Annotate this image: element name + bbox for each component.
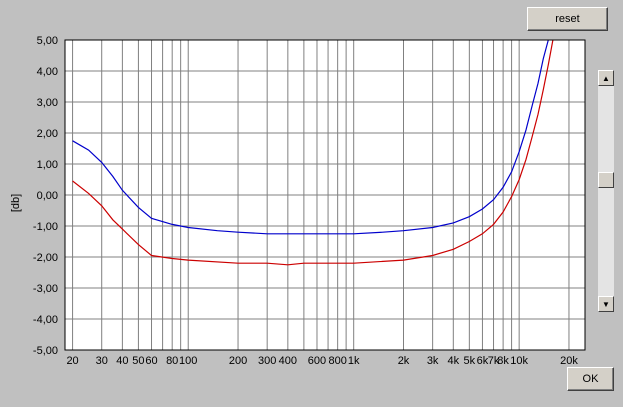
x-tick-label: 800 bbox=[328, 355, 346, 367]
chart-series bbox=[72, 39, 554, 266]
ok-button[interactable]: OK bbox=[567, 367, 614, 391]
x-tick-label: 2k bbox=[398, 355, 410, 367]
reset-button[interactable]: reset bbox=[527, 7, 608, 31]
y-tick-label: 2,00 bbox=[37, 128, 58, 140]
series-line-1 bbox=[72, 39, 554, 266]
y-tick-label: -1,00 bbox=[33, 221, 58, 233]
x-tick-label: 200 bbox=[229, 355, 247, 367]
x-tick-label: 8k bbox=[497, 355, 509, 367]
x-tick-label: 7k bbox=[488, 355, 500, 367]
series-line-0 bbox=[72, 39, 549, 235]
scroll-thumb[interactable] bbox=[598, 172, 614, 188]
x-tick-label: 3k bbox=[427, 355, 439, 367]
x-tick-label: 40 bbox=[116, 355, 128, 367]
y-tick-label: -4,00 bbox=[33, 314, 58, 326]
x-tick-label: 20 bbox=[66, 355, 78, 367]
x-tick-label: 20k bbox=[560, 355, 578, 367]
frequency-response-chart: 5,00 4,00 3,00 2,00 1,00 0,00 -1,00 -2,00 -3,00 -… bbox=[10, 35, 586, 367]
x-axis-tick-labels: 20 30 40 50 60 80 100 200 300 400 600 800 1k 2k 3k 4k 5k… bbox=[66, 355, 578, 367]
plot-border bbox=[64, 39, 586, 351]
x-tick-label: 60 bbox=[145, 355, 157, 367]
y-tick-label: 4,00 bbox=[37, 66, 58, 78]
x-tick-label: 4k bbox=[447, 355, 459, 367]
x-tick-label: 1k bbox=[348, 355, 360, 367]
y-axis-tick-labels: 5,00 4,00 3,00 2,00 1,00 0,00 -1,00 -2,00 -3,00 -… bbox=[33, 35, 58, 357]
y-tick-label: 5,00 bbox=[37, 35, 58, 47]
y-tick-label: -3,00 bbox=[33, 283, 58, 295]
y-tick-label: -2,00 bbox=[33, 252, 58, 264]
x-tick-label: 6k bbox=[477, 355, 489, 367]
y-tick-label: 1,00 bbox=[37, 159, 58, 171]
scroll-up-arrow-icon[interactable]: ▲ bbox=[598, 70, 614, 86]
y-tick-label: 3,00 bbox=[37, 97, 58, 109]
scroll-down-arrow-icon[interactable]: ▼ bbox=[598, 296, 614, 312]
x-tick-label: 50 bbox=[132, 355, 144, 367]
x-tick-label: 400 bbox=[279, 355, 297, 367]
x-tick-label: 10k bbox=[510, 355, 528, 367]
vertical-scrollbar[interactable]: ▲ ▼ bbox=[598, 70, 614, 312]
x-tick-label: 100 bbox=[179, 355, 197, 367]
x-tick-label: 600 bbox=[308, 355, 326, 367]
y-tick-label: 0,00 bbox=[37, 190, 58, 202]
x-tick-label: 5k bbox=[464, 355, 476, 367]
y-axis-label: [db] bbox=[10, 194, 22, 212]
x-tick-label: 30 bbox=[96, 355, 108, 367]
y-tick-label: -5,00 bbox=[33, 345, 58, 357]
x-tick-label: 80 bbox=[166, 355, 178, 367]
x-tick-label: 300 bbox=[258, 355, 276, 367]
